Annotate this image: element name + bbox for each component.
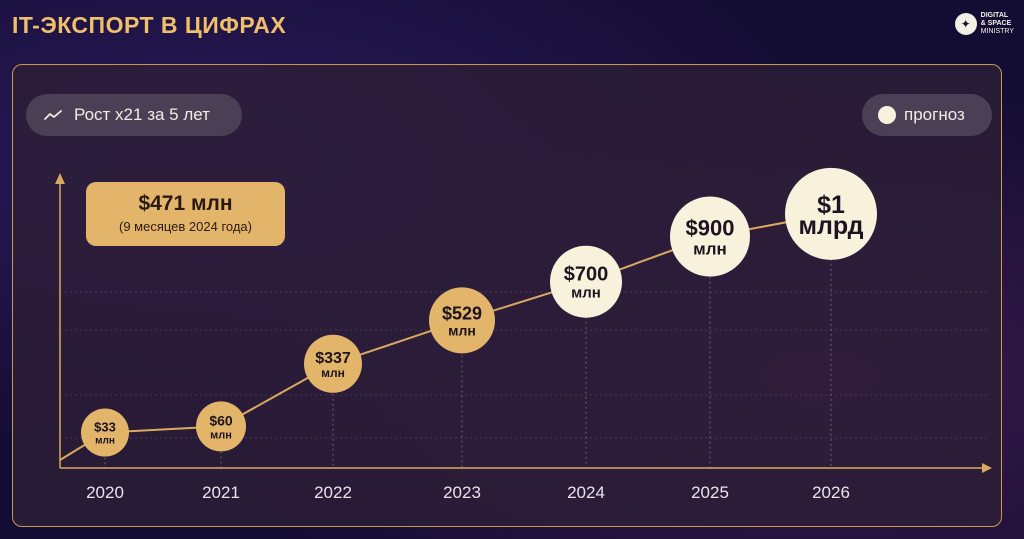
- growth-badge: Рост x21 за 5 лет: [26, 94, 242, 136]
- data-label-value: $337: [315, 350, 351, 367]
- data-label-unit: млн: [210, 429, 232, 441]
- forecast-legend-label: прогноз: [904, 105, 965, 124]
- data-label-unit: млрд: [799, 212, 864, 240]
- forecast-legend-swatch: [878, 106, 896, 124]
- x-tick-label: 2025: [691, 483, 729, 502]
- x-tick-label: 2021: [202, 483, 240, 502]
- data-point-2021: [196, 401, 246, 452]
- data-label-unit: млн: [693, 240, 727, 259]
- data-label-unit: млн: [571, 285, 601, 302]
- data-point-2022: [304, 334, 362, 393]
- x-tick-label: 2022: [314, 483, 352, 502]
- callout-2024-actual: $471 млн (9 месяцев 2024 года): [86, 182, 285, 246]
- ministry-emblem-icon: ✦: [954, 13, 977, 35]
- data-point-2025: [670, 196, 750, 277]
- data-point-2026: [785, 167, 877, 260]
- y-axis-arrow: [55, 173, 65, 184]
- data-label-value: $1: [817, 191, 845, 219]
- growth-badge-label: Рост x21 за 5 лет: [74, 105, 210, 124]
- trend-up-icon: [44, 110, 62, 120]
- page-title: IT-экспорт в цифрах: [12, 12, 287, 38]
- x-axis-arrow: [982, 463, 992, 473]
- ministry-name: DIGITAL & SPACE MINISTRY: [981, 12, 1014, 36]
- data-label-value: $529: [442, 303, 482, 323]
- data-label-value: $33: [94, 420, 116, 435]
- data-label-unit: млн: [95, 436, 115, 447]
- data-point-2023: [429, 287, 495, 354]
- data-label-value: $60: [209, 412, 233, 428]
- data-point-2020: [81, 408, 129, 457]
- data-label-unit: млн: [321, 366, 345, 380]
- callout-note: (9 месяцев 2024 года): [118, 219, 252, 234]
- x-tick-label: 2024: [567, 483, 605, 502]
- data-label-value: $900: [686, 216, 735, 241]
- logo-line-3: MINISTRY: [980, 28, 1014, 35]
- ministry-logo: ✦ DIGITAL & SPACE MINISTRY: [954, 12, 1014, 36]
- callout-value: $471 млн: [138, 192, 233, 215]
- data-label-unit: млн: [448, 322, 476, 338]
- x-tick-label: 2026: [812, 483, 850, 502]
- data-label-value: $700: [564, 264, 609, 286]
- x-tick-label: 2023: [443, 483, 481, 502]
- logo-line-1: DIGITAL: [980, 12, 1009, 19]
- chart-panel: [12, 64, 1002, 527]
- x-tick-label: 2020: [86, 483, 124, 502]
- forecast-legend: прогноз: [862, 94, 992, 136]
- logo-line-2: & SPACE: [980, 20, 1012, 27]
- data-point-2024: [550, 245, 622, 318]
